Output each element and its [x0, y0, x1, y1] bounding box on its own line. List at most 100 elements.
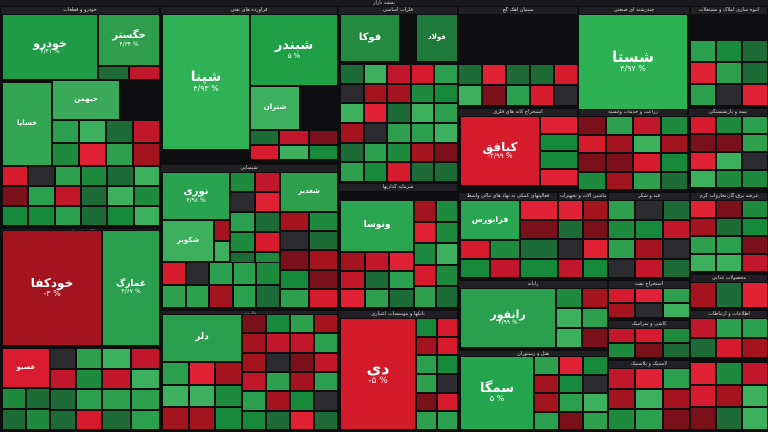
stock-tile-small[interactable] [690, 200, 716, 218]
stock-tile[interactable]: خگستر ۴/۳۴ % [98, 14, 160, 66]
stock-tile-small[interactable] [340, 289, 365, 308]
stock-tile-small[interactable] [209, 285, 233, 308]
stock-tile-small[interactable] [215, 407, 242, 430]
stock-tile-small[interactable] [280, 269, 309, 289]
stock-tile[interactable]: خودرو ۴/۴۱ % [2, 14, 98, 80]
stock-tile-small[interactable] [340, 162, 364, 182]
stock-tile-small[interactable] [635, 388, 663, 410]
stock-tile-small[interactable] [660, 116, 688, 135]
stock-tile-small[interactable] [364, 270, 390, 290]
stock-tile-small[interactable] [436, 221, 458, 244]
stock-tile-small[interactable] [660, 153, 688, 172]
stock-tile-small[interactable] [340, 64, 364, 84]
stock-tile-small[interactable] [605, 134, 633, 153]
stock-tile-small[interactable] [416, 355, 437, 374]
stock-tile[interactable]: فولاد [416, 14, 458, 62]
stock-tile-small[interactable] [133, 166, 160, 186]
stock-tile-small[interactable] [410, 142, 435, 163]
stock-tile-small[interactable] [690, 152, 716, 170]
stock-tile-small[interactable] [608, 288, 636, 303]
stock-tile-small[interactable] [434, 123, 458, 143]
stock-tile-small[interactable] [608, 258, 636, 278]
stock-tile-small[interactable] [280, 250, 309, 270]
stock-tile-small[interactable] [742, 40, 768, 62]
stock-tile-small[interactable] [520, 200, 558, 220]
stock-tile[interactable]: شغدیر [280, 172, 338, 212]
stock-tile-small[interactable] [635, 200, 663, 220]
stock-tile-small[interactable] [79, 143, 106, 166]
stock-tile-small[interactable] [280, 212, 309, 232]
stock-tile-small[interactable] [437, 392, 458, 412]
stock-tile-small[interactable] [716, 170, 742, 188]
stock-tile-small[interactable] [635, 258, 663, 278]
stock-tile-small[interactable] [635, 288, 663, 303]
stock-tile-small[interactable] [162, 262, 186, 285]
stock-tile-small[interactable] [129, 66, 160, 80]
stock-tile-small[interactable] [416, 392, 437, 412]
stock-tile-small[interactable] [520, 239, 558, 259]
stock-tile-small[interactable] [716, 62, 742, 84]
stock-tile[interactable]: ونوسا [340, 200, 414, 252]
stock-tile-small[interactable] [608, 388, 636, 410]
stock-tile-small[interactable] [662, 258, 690, 278]
stock-tile-small[interactable] [2, 388, 26, 409]
stock-tile-small[interactable] [387, 83, 411, 104]
stock-tile-small[interactable] [215, 384, 242, 408]
stock-tile-small[interactable] [133, 120, 160, 143]
stock-tile-small[interactable] [558, 219, 583, 239]
stock-tile[interactable]: نوری ۴/۹۸ % [162, 172, 230, 220]
stock-tile-small[interactable] [106, 120, 133, 143]
stock-tile-small[interactable] [81, 166, 108, 186]
stock-tile-small[interactable] [255, 212, 280, 232]
stock-tile-small[interactable] [558, 258, 583, 278]
stock-tile-small[interactable] [540, 168, 578, 186]
stock-tile-small[interactable] [340, 270, 365, 290]
stock-tile-small[interactable] [608, 303, 636, 318]
stock-tile[interactable]: دلر [162, 314, 242, 362]
stock-tile-small[interactable] [250, 130, 280, 145]
stock-tile-small[interactable] [520, 258, 558, 278]
stock-tile-small[interactable] [635, 343, 663, 358]
stock-tile-small[interactable] [716, 384, 742, 408]
stock-tile-small[interactable] [662, 343, 690, 358]
stock-tile-small[interactable] [410, 162, 435, 182]
stock-tile-small[interactable] [410, 123, 435, 143]
stock-tile-small[interactable] [633, 153, 661, 172]
stock-tile-small[interactable] [534, 411, 559, 430]
stock-tile-small[interactable] [690, 40, 716, 62]
stock-tile-small[interactable] [28, 206, 55, 226]
stock-tile-small[interactable] [279, 145, 309, 160]
stock-tile-small[interactable] [716, 152, 742, 170]
stock-tile-small[interactable] [50, 348, 76, 369]
stock-tile-small[interactable] [107, 206, 134, 226]
stock-tile-small[interactable] [414, 286, 436, 308]
stock-tile-small[interactable] [162, 407, 189, 430]
stock-tile-small[interactable] [436, 243, 458, 265]
stock-tile-small[interactable] [583, 356, 608, 375]
stock-tile-small[interactable] [540, 116, 578, 134]
stock-tile-small[interactable] [434, 103, 458, 123]
stock-tile-small[interactable] [583, 258, 608, 278]
stock-tile-small[interactable] [534, 374, 559, 393]
stock-tile-small[interactable] [188, 384, 216, 408]
stock-tile-small[interactable] [436, 264, 458, 287]
stock-tile-small[interactable] [742, 116, 768, 134]
stock-tile-small[interactable] [582, 308, 608, 328]
stock-tile-small[interactable] [290, 391, 314, 411]
stock-tile[interactable]: رانفور ۴/۹۹ % [460, 288, 556, 348]
stock-tile-small[interactable] [314, 410, 338, 430]
stock-tile-small[interactable] [690, 407, 716, 430]
stock-tile-small[interactable] [434, 162, 458, 182]
stock-tile-small[interactable] [690, 218, 716, 236]
stock-tile-small[interactable] [742, 338, 768, 358]
stock-tile-small[interactable] [530, 85, 554, 106]
stock-tile-small[interactable] [458, 85, 482, 106]
stock-tile-small[interactable] [232, 285, 257, 308]
stock-tile-small[interactable] [416, 411, 437, 430]
stock-tile-small[interactable] [742, 318, 768, 338]
stock-tile-small[interactable] [133, 186, 160, 206]
stock-tile-small[interactable] [716, 134, 742, 152]
stock-tile-small[interactable] [387, 142, 411, 163]
stock-tile-small[interactable] [662, 303, 690, 318]
stock-tile-small[interactable] [256, 285, 280, 308]
